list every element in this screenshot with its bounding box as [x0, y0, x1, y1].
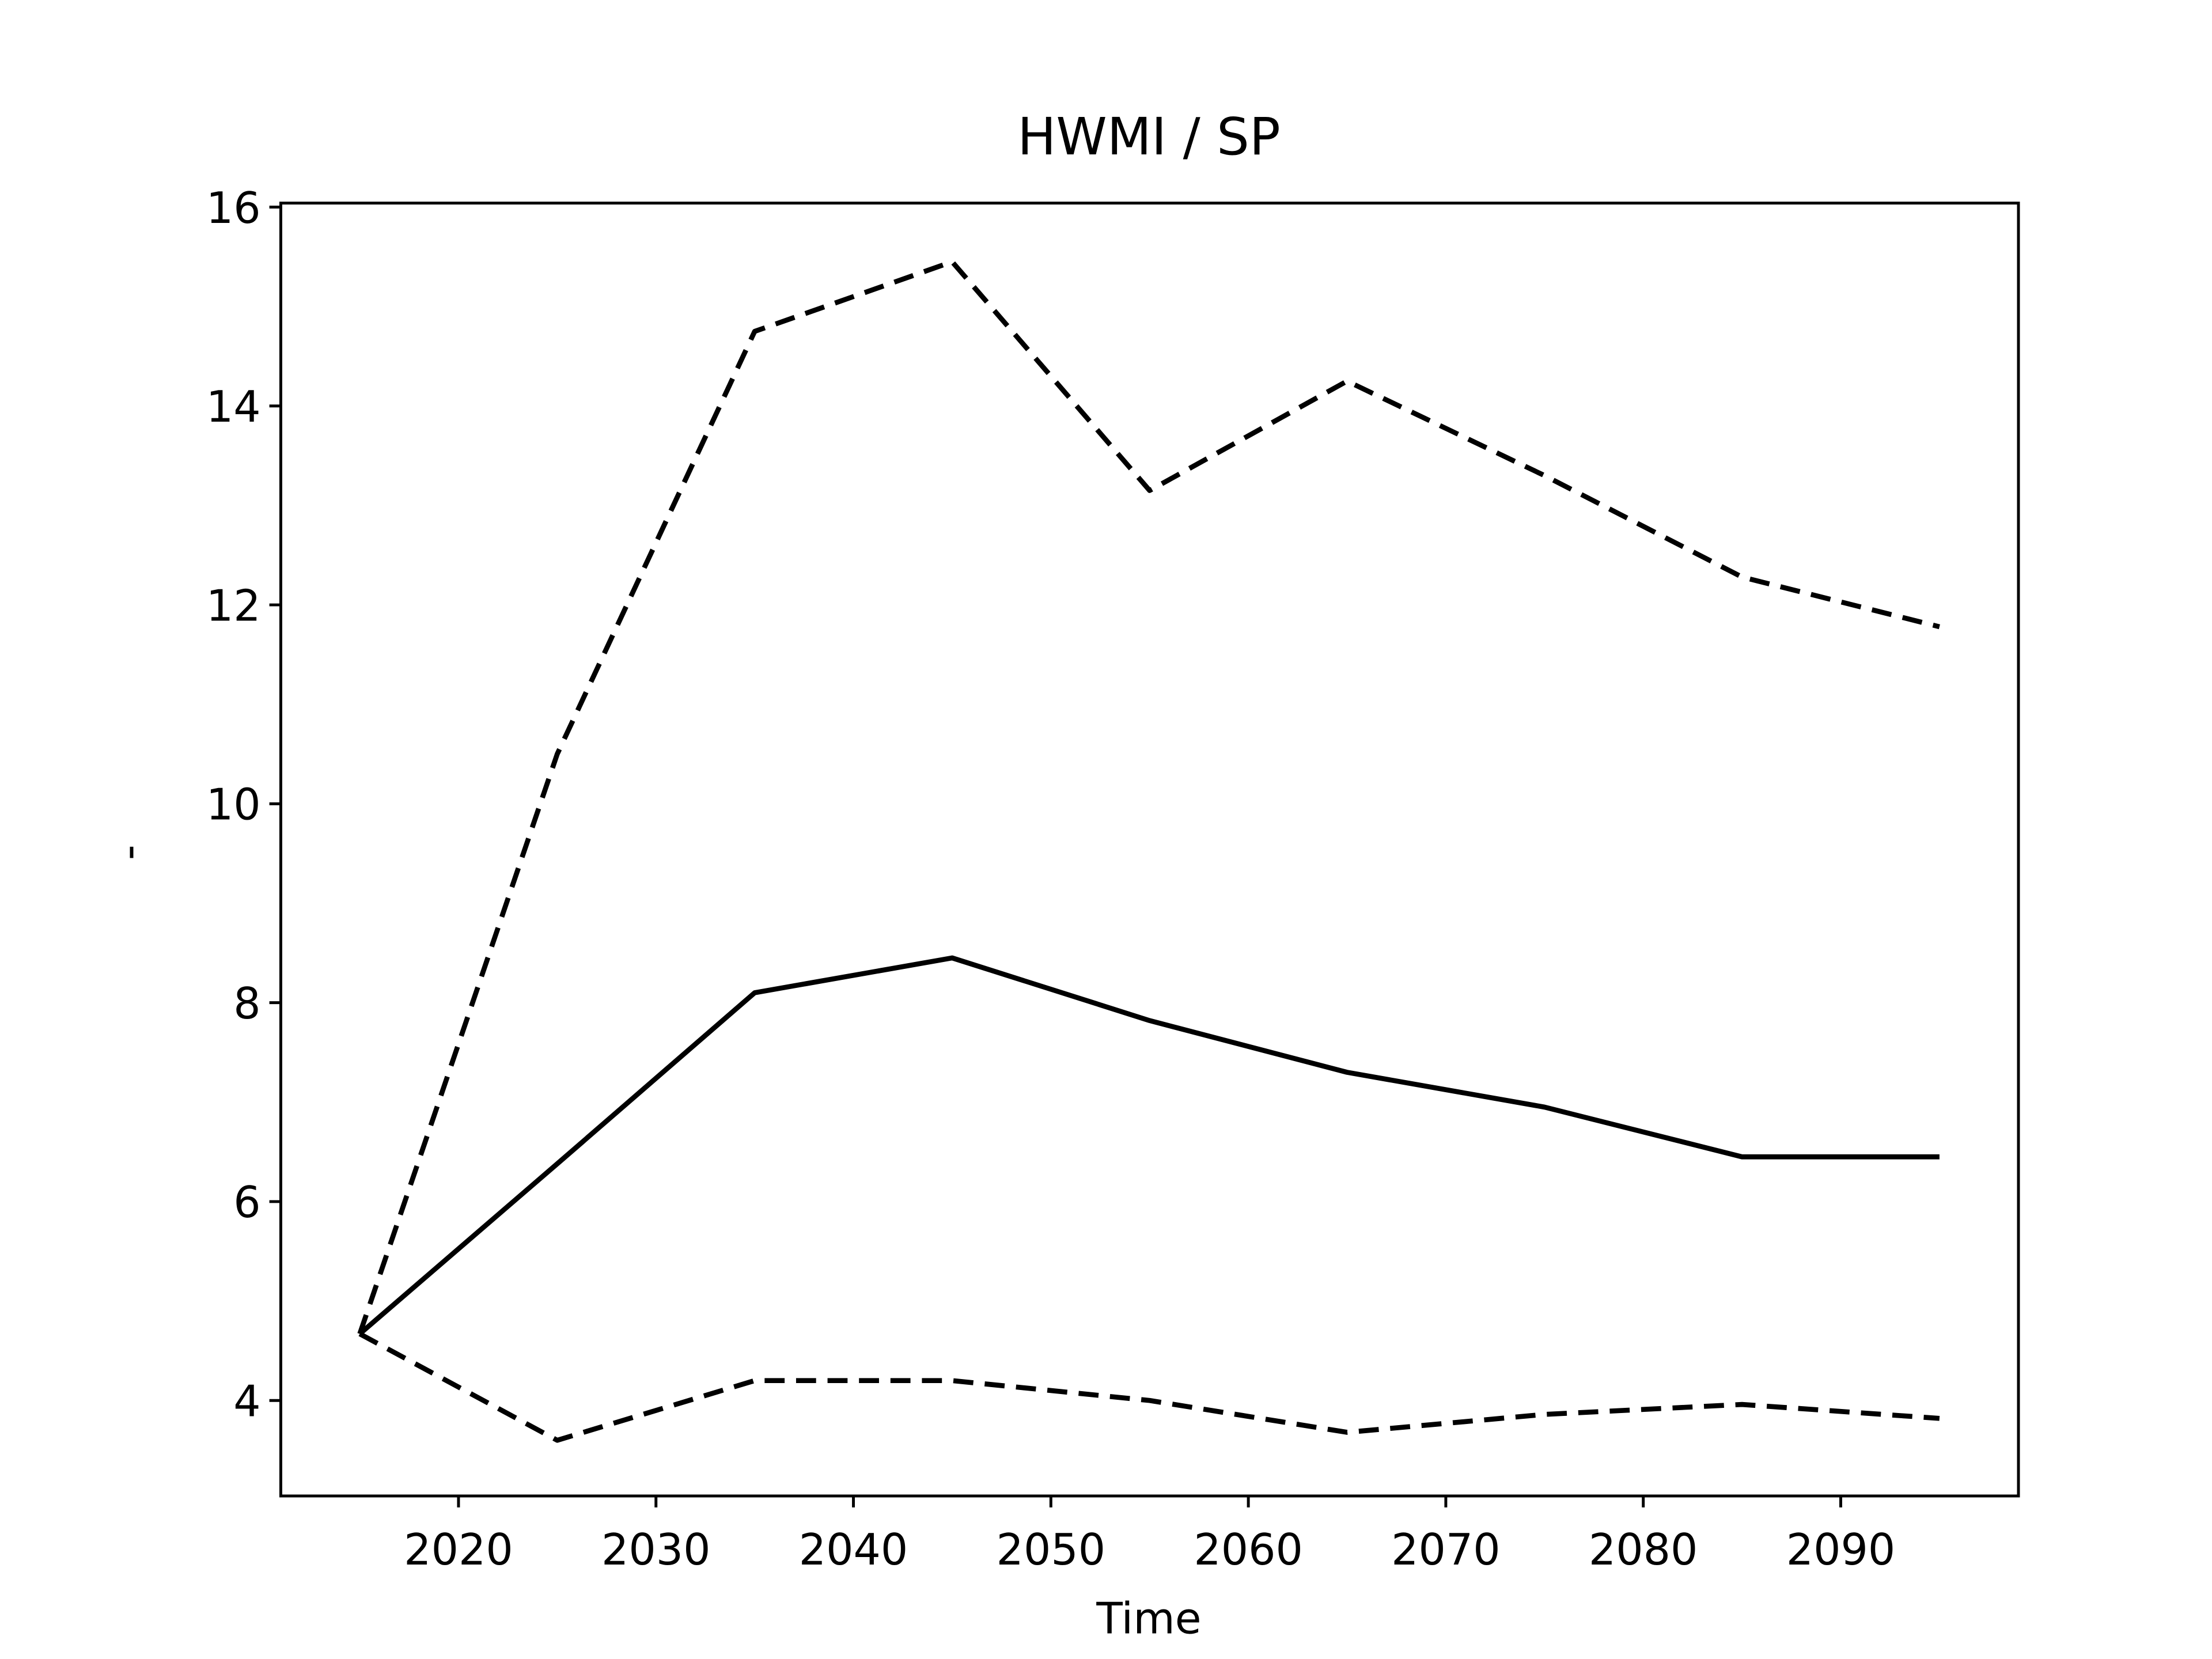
- series-line: [358, 955, 1940, 1336]
- x-tick-label: 2030: [601, 1525, 711, 1575]
- x-tick-label: 2090: [1786, 1525, 1896, 1575]
- y-axis-label: -: [104, 844, 154, 860]
- y-tick-label: 4: [233, 1377, 260, 1427]
- x-tick-label: 2020: [404, 1525, 513, 1575]
- chart-title: HWMI / SP: [1017, 107, 1281, 167]
- series-line: [357, 259, 1940, 1335]
- x-tick-label: 2040: [799, 1525, 908, 1575]
- y-tick-label: 10: [206, 780, 261, 830]
- y-tick-label: 12: [206, 581, 261, 631]
- series-line: [358, 1331, 1940, 1443]
- y-tick-label: 6: [233, 1177, 260, 1228]
- x-tick-label: 2050: [997, 1525, 1106, 1575]
- x-tick-label: 2060: [1194, 1525, 1303, 1575]
- x-tick-label: 2070: [1391, 1525, 1501, 1575]
- x-tick-label: 2080: [1589, 1525, 1698, 1575]
- plot-frame: [279, 202, 2020, 1498]
- x-axis-label: Time: [1096, 1593, 1201, 1643]
- y-tick-label: 14: [206, 382, 261, 432]
- y-tick-label: 8: [233, 979, 260, 1029]
- y-tick-label: 16: [206, 183, 261, 233]
